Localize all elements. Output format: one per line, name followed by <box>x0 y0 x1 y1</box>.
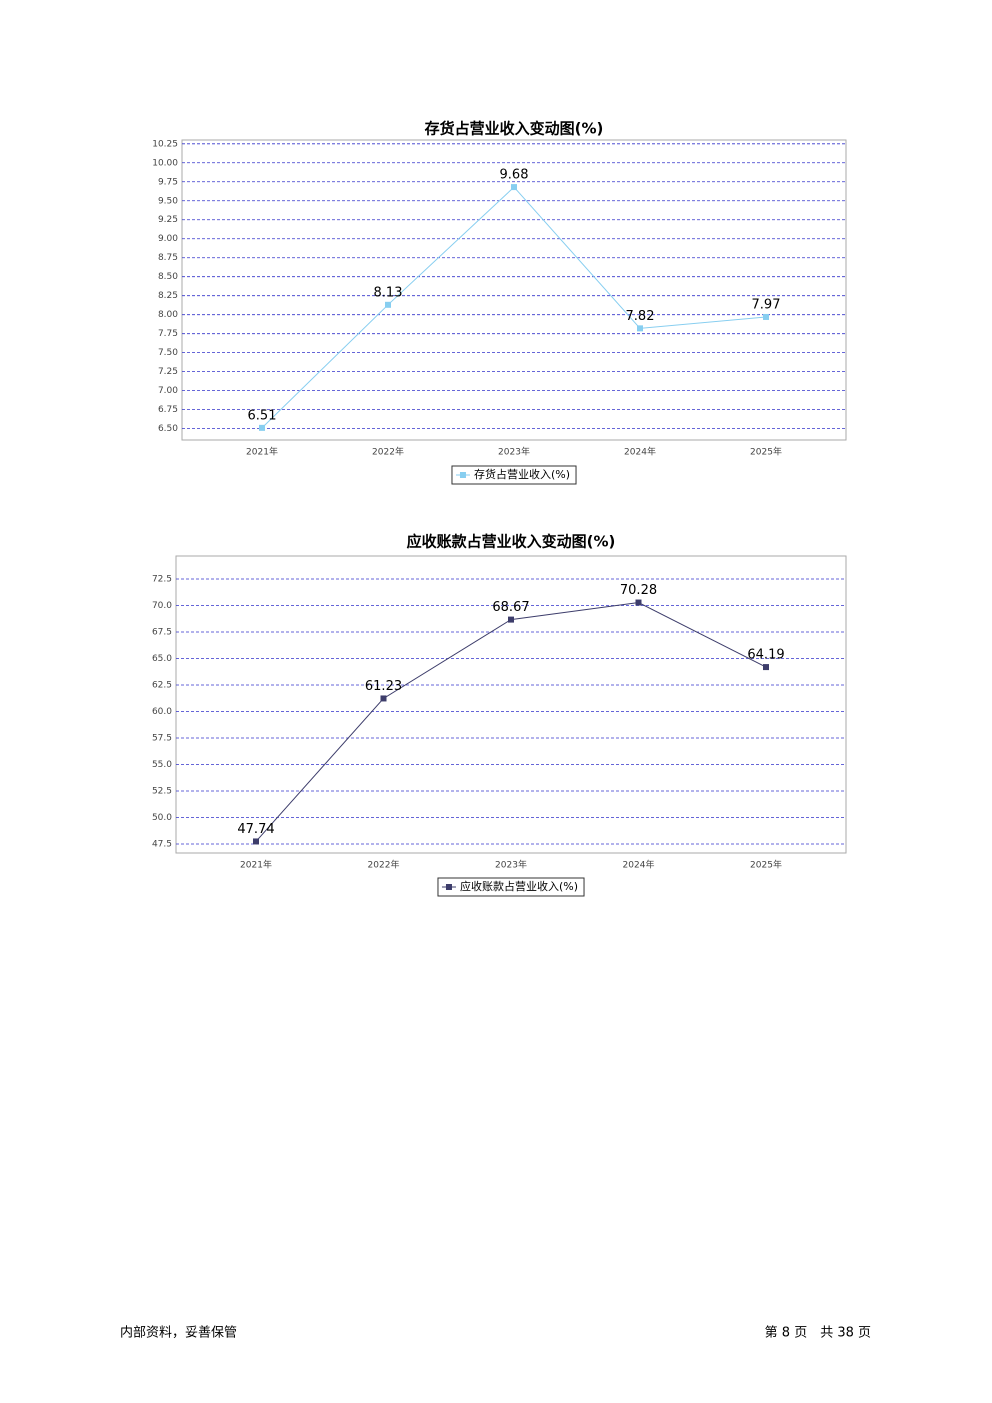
y-tick-label: 7.75 <box>158 329 178 339</box>
y-tick-label: 67.5 <box>152 627 172 637</box>
marker <box>380 695 387 702</box>
value-label: 61.23 <box>365 679 402 694</box>
marker <box>635 599 642 606</box>
y-tick-label: 57.5 <box>152 733 172 743</box>
x-tick-label: 2023年 <box>498 446 530 458</box>
footer-right: 第 8 页 共 38 页 <box>765 1326 871 1341</box>
footer-left: 内部资料，妥善保管 <box>120 1325 237 1341</box>
y-tick-label: 9.75 <box>158 177 178 187</box>
x-tick-label: 2025年 <box>750 446 782 458</box>
value-label: 64.19 <box>747 648 784 663</box>
y-tick-label: 62.5 <box>152 680 172 690</box>
marker <box>508 616 514 623</box>
y-tick-label: 10.25 <box>152 139 178 149</box>
x-tick-label: 2023年 <box>495 859 527 871</box>
value-label: 9.68 <box>500 168 529 183</box>
y-tick-label: 50.0 <box>152 813 172 823</box>
x-tick-label: 2021年 <box>246 446 278 458</box>
y-tick-label: 8.50 <box>158 272 178 282</box>
legend-swatch <box>445 884 452 890</box>
y-tick-label: 9.50 <box>158 196 178 206</box>
y-tick-label: 8.00 <box>158 310 178 320</box>
x-tick-label: 2024年 <box>624 446 656 458</box>
value-label: 68.67 <box>492 600 529 615</box>
y-tick-label: 9.25 <box>158 215 178 225</box>
value-label: 8.13 <box>374 285 403 300</box>
x-tick-label: 2022年 <box>368 859 400 871</box>
value-label: 6.51 <box>248 408 277 423</box>
x-tick-label: 2025年 <box>750 859 782 871</box>
marker <box>637 325 643 332</box>
marker <box>511 184 517 191</box>
y-tick-label: 7.25 <box>158 367 178 377</box>
y-tick-label: 55.0 <box>152 760 172 770</box>
legend-label: 应收账款占营业收入(%) <box>460 879 578 893</box>
x-tick-label: 2024年 <box>623 859 655 871</box>
x-tick-label: 2022年 <box>372 446 404 458</box>
y-tick-label: 10.00 <box>152 158 178 168</box>
y-tick-label: 6.75 <box>158 405 178 415</box>
legend-box <box>437 877 585 897</box>
x-tick-label: 2021年 <box>240 859 272 871</box>
y-tick-label: 60.0 <box>152 707 172 717</box>
marker <box>253 838 259 845</box>
y-tick-label: 8.25 <box>158 291 178 301</box>
y-tick-label: 7.00 <box>158 386 178 396</box>
y-tick-label: 9.00 <box>158 234 178 244</box>
y-tick-label: 65.0 <box>152 654 172 664</box>
legend-swatch <box>459 472 466 478</box>
legend-box <box>451 465 577 485</box>
chart-title: 应收账款占营业收入变动图(%) <box>407 533 616 551</box>
value-label: 70.28 <box>620 583 657 598</box>
y-tick-label: 6.50 <box>158 424 178 434</box>
chart-title: 存货占营业收入变动图(%) <box>425 120 604 138</box>
marker <box>259 424 265 431</box>
y-tick-label: 8.75 <box>158 253 178 263</box>
y-tick-label: 7.50 <box>158 348 178 358</box>
y-tick-label: 52.5 <box>152 786 172 796</box>
marker <box>763 664 769 671</box>
value-label: 47.74 <box>237 822 274 837</box>
legend-label: 存货占营业收入(%) <box>474 467 570 481</box>
y-tick-label: 47.5 <box>152 839 172 849</box>
y-tick-label: 72.5 <box>152 575 172 585</box>
value-label: 7.97 <box>752 297 781 312</box>
marker <box>385 301 391 308</box>
y-tick-label: 70.0 <box>152 601 172 611</box>
value-label: 7.82 <box>626 309 655 324</box>
marker <box>763 313 769 320</box>
